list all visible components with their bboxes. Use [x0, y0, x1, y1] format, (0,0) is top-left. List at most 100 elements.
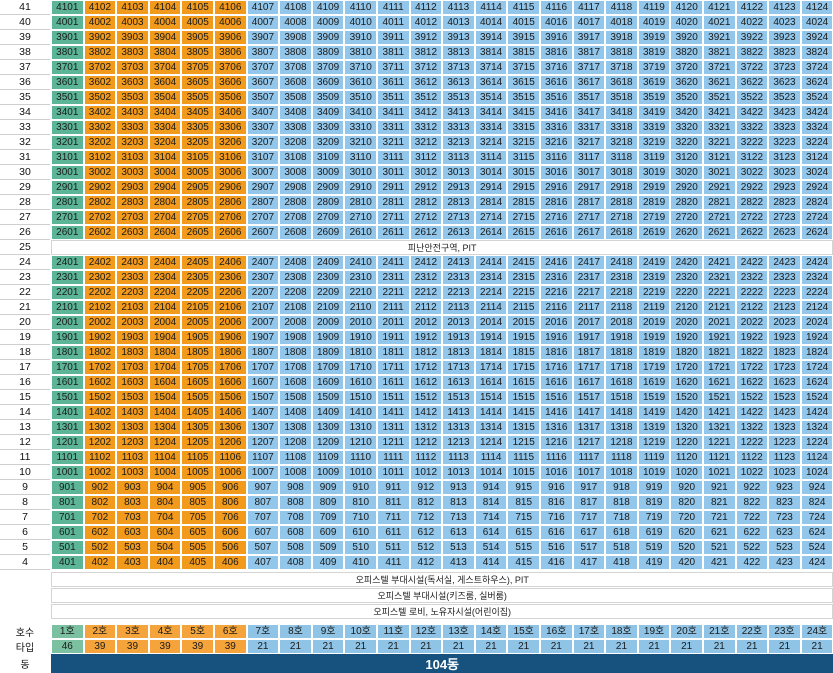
unit-cell: 3116: [540, 150, 573, 165]
unit-cell: 3906: [214, 30, 247, 45]
floor-label: 10: [0, 465, 50, 480]
unit-cell: 1515: [507, 390, 540, 405]
unit-cell: 2804: [148, 195, 182, 210]
unit-type-header: 39: [83, 639, 117, 654]
unit-cell: 2702: [83, 210, 117, 225]
unit-cell: 1616: [540, 375, 573, 390]
unit-cell: 2416: [540, 255, 573, 270]
unit-cell: 3018: [605, 165, 638, 180]
unit-cell: 1207: [246, 435, 280, 450]
floor-label: 35: [0, 90, 50, 105]
unit-cell: 2710: [344, 210, 377, 225]
unit-cell: 4105: [181, 0, 214, 15]
unit-cell: 2002: [83, 315, 117, 330]
unit-cell: 1421: [703, 405, 736, 420]
unit-cell: 3019: [637, 165, 671, 180]
unit-number-header: 6호: [214, 624, 247, 639]
unit-cell: 3823: [768, 45, 801, 60]
unit-cell: 2810: [344, 195, 377, 210]
unit-cell: 1920: [670, 330, 703, 345]
unit-cell: 3108: [279, 150, 312, 165]
unit-cell: 1608: [279, 375, 312, 390]
unit-cell: 3007: [246, 165, 280, 180]
unit-cell: 4014: [474, 15, 508, 30]
unit-cell: 2707: [246, 210, 280, 225]
unit-cell: 2808: [279, 195, 312, 210]
unit-cell: 2412: [409, 255, 443, 270]
unit-cell: 4118: [605, 0, 638, 15]
unit-cell: 905: [181, 480, 214, 495]
unit-cell: 2423: [768, 255, 801, 270]
unit-cell: 3723: [768, 60, 801, 75]
unit-cell: 419: [637, 555, 671, 570]
unit-cell: 2011: [377, 315, 410, 330]
floor-label: 29: [0, 180, 50, 195]
unit-cell: 520: [670, 540, 703, 555]
unit-cell: 2616: [540, 225, 573, 240]
unit-cell: 2311: [377, 270, 410, 285]
building-row-label: 동: [20, 660, 30, 671]
unit-cell: 4106: [214, 0, 247, 15]
unit-cell: 1122: [735, 450, 769, 465]
unit-cell: 3609: [311, 75, 345, 90]
unit-cell: 2306: [214, 270, 247, 285]
unit-cell: 601: [51, 525, 84, 540]
unit-cell: 2319: [637, 270, 671, 285]
unit-cell: 3023: [768, 165, 801, 180]
unit-cell: 1722: [735, 360, 769, 375]
unit-cell: 2301: [51, 270, 84, 285]
unit-cell: 1624: [800, 375, 833, 390]
unit-cell: 1823: [768, 345, 801, 360]
unit-cell: 3913: [442, 30, 475, 45]
unit-cell: 3223: [768, 135, 801, 150]
unit-cell: 2115: [507, 300, 540, 315]
unit-cell: 1821: [703, 345, 736, 360]
unit-cell: 2218: [605, 285, 638, 300]
unit-type-header: 21: [246, 639, 280, 654]
unit-cell: 3721: [703, 60, 736, 75]
unit-cell: 2102: [83, 300, 117, 315]
unit-cell: 1716: [540, 360, 573, 375]
unit-cell: 3101: [51, 150, 84, 165]
unit-cell: 4003: [116, 15, 149, 30]
unit-cell: 410: [344, 555, 377, 570]
unit-number-header: 9호: [311, 624, 345, 639]
unit-cell: 3118: [605, 150, 638, 165]
unit-cell: 1605: [181, 375, 214, 390]
unit-cell: 522: [735, 540, 769, 555]
unit-cell: 2324: [800, 270, 833, 285]
floor-label: 4: [0, 555, 50, 570]
unit-cell: 1501: [51, 390, 84, 405]
unit-cell: 1812: [409, 345, 443, 360]
unit-cell: 1407: [246, 405, 280, 420]
unit-cell: 3606: [214, 75, 247, 90]
unit-cell: 1906: [214, 330, 247, 345]
unit-cell: 1324: [800, 420, 833, 435]
unit-cell: 4119: [637, 0, 671, 15]
floor-label: 9: [0, 480, 50, 495]
unit-cell: 4010: [344, 15, 377, 30]
unit-cell: 1810: [344, 345, 377, 360]
unit-cell: 1519: [637, 390, 671, 405]
unit-cell: 3413: [442, 105, 475, 120]
unit-cell: 1802: [83, 345, 117, 360]
unit-cell: 1610: [344, 375, 377, 390]
unit-cell: 1117: [572, 450, 606, 465]
unit-cell: 2610: [344, 225, 377, 240]
unit-cell: 809: [311, 495, 345, 510]
unit-cell: 4008: [279, 15, 312, 30]
floor-label: 34: [0, 105, 50, 120]
unit-cell: 4120: [670, 0, 703, 15]
unit-cell: 1302: [83, 420, 117, 435]
unit-cell: 2317: [572, 270, 606, 285]
unit-cell: 3923: [768, 30, 801, 45]
unit-cell: 3509: [311, 90, 345, 105]
unit-cell: 2113: [442, 300, 475, 315]
unit-cell: 1312: [409, 420, 443, 435]
unit-cell: 623: [768, 525, 801, 540]
unit-cell: 910: [344, 480, 377, 495]
unit-cell: 1106: [214, 450, 247, 465]
unit-cell: 812: [409, 495, 443, 510]
unit-cell: 407: [246, 555, 280, 570]
unit-cell: 402: [83, 555, 117, 570]
